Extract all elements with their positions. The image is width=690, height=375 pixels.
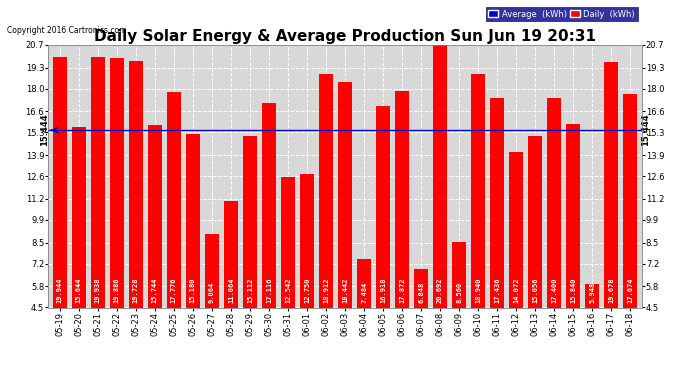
Bar bbox=[566, 124, 580, 308]
Title: Daily Solar Energy & Average Production Sun Jun 19 20:31: Daily Solar Energy & Average Production … bbox=[94, 29, 596, 44]
Bar bbox=[72, 127, 86, 308]
Text: 17.776: 17.776 bbox=[171, 277, 177, 303]
Bar bbox=[205, 234, 219, 308]
Text: 15.744: 15.744 bbox=[152, 277, 158, 303]
Bar bbox=[585, 284, 600, 308]
Bar bbox=[224, 201, 238, 308]
Bar bbox=[433, 45, 447, 308]
Bar bbox=[452, 242, 466, 308]
Bar bbox=[604, 62, 618, 308]
Text: 20.692: 20.692 bbox=[437, 277, 443, 303]
Bar bbox=[376, 106, 390, 307]
Bar bbox=[148, 125, 162, 308]
Text: 15.644: 15.644 bbox=[76, 277, 81, 303]
Text: 18.442: 18.442 bbox=[342, 277, 348, 303]
Bar bbox=[395, 91, 409, 308]
Text: 19.728: 19.728 bbox=[132, 277, 139, 303]
Bar bbox=[90, 57, 105, 308]
Text: 17.674: 17.674 bbox=[627, 277, 633, 303]
Text: 6.848: 6.848 bbox=[418, 281, 424, 303]
Bar bbox=[319, 74, 333, 308]
Bar bbox=[547, 99, 562, 308]
Text: 5.948: 5.948 bbox=[589, 281, 595, 303]
Bar bbox=[128, 61, 143, 308]
Text: 18.940: 18.940 bbox=[475, 277, 481, 303]
Bar bbox=[110, 58, 124, 308]
Bar bbox=[52, 57, 67, 308]
Text: 19.678: 19.678 bbox=[609, 277, 614, 303]
Text: 15.444: 15.444 bbox=[40, 114, 49, 147]
Bar bbox=[623, 94, 638, 308]
Bar bbox=[509, 152, 523, 308]
Bar bbox=[338, 82, 352, 308]
Text: 12.750: 12.750 bbox=[304, 277, 310, 303]
Text: 15.180: 15.180 bbox=[190, 277, 196, 303]
Legend: Average  (kWh), Daily  (kWh): Average (kWh), Daily (kWh) bbox=[486, 7, 638, 21]
Text: 19.938: 19.938 bbox=[95, 277, 101, 303]
Text: 17.872: 17.872 bbox=[399, 277, 405, 303]
Text: 12.542: 12.542 bbox=[285, 277, 291, 303]
Bar bbox=[490, 98, 504, 308]
Text: 19.944: 19.944 bbox=[57, 277, 63, 303]
Bar bbox=[167, 92, 181, 308]
Bar bbox=[300, 174, 314, 308]
Text: 17.436: 17.436 bbox=[494, 277, 500, 303]
Text: 17.400: 17.400 bbox=[551, 277, 558, 303]
Bar bbox=[243, 135, 257, 308]
Text: 19.886: 19.886 bbox=[114, 277, 120, 303]
Text: 15.112: 15.112 bbox=[247, 277, 253, 303]
Bar bbox=[471, 74, 485, 308]
Bar bbox=[528, 136, 542, 308]
Text: Copyright 2016 Cartronics.com: Copyright 2016 Cartronics.com bbox=[7, 26, 126, 35]
Text: 18.912: 18.912 bbox=[323, 277, 329, 303]
Text: 16.918: 16.918 bbox=[380, 277, 386, 303]
Bar bbox=[414, 270, 428, 308]
Bar bbox=[357, 259, 371, 308]
Text: 15.444: 15.444 bbox=[641, 114, 650, 147]
Bar bbox=[281, 177, 295, 308]
Text: 8.560: 8.560 bbox=[456, 281, 462, 303]
Text: 7.484: 7.484 bbox=[361, 281, 367, 303]
Text: 14.072: 14.072 bbox=[513, 277, 519, 303]
Bar bbox=[262, 103, 276, 308]
Text: 11.064: 11.064 bbox=[228, 277, 234, 303]
Text: 15.840: 15.840 bbox=[570, 277, 576, 303]
Bar bbox=[186, 135, 200, 308]
Text: 9.064: 9.064 bbox=[209, 281, 215, 303]
Text: 15.056: 15.056 bbox=[532, 277, 538, 303]
Text: 17.116: 17.116 bbox=[266, 277, 272, 303]
